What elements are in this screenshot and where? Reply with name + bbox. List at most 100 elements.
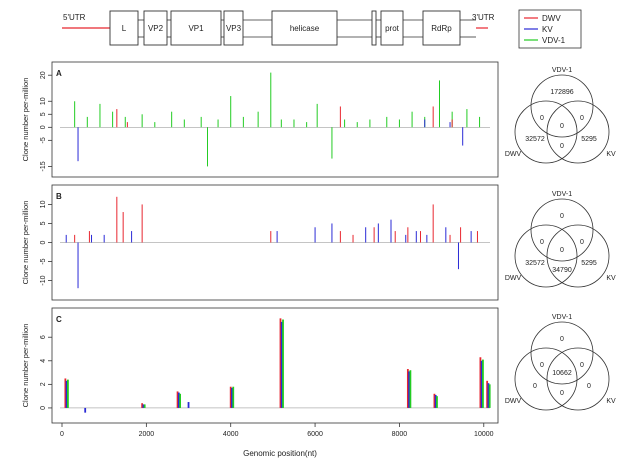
segment-label-RdRp: RdRp — [431, 24, 452, 33]
venn-region-top-left: 0 — [540, 239, 544, 246]
bar-vdv1 — [436, 396, 438, 408]
venn-region-left: 0 — [533, 383, 537, 390]
bar-kv — [280, 321, 283, 408]
venn-diagrams: VDV-1 DWV KV 172896 0 0 0 32572 5295 0 VDV-1 DWV KV 0… — [505, 67, 616, 411]
venn-diagram: VDV-1 DWV KV 172896 0 0 0 32572 5295 0 — [505, 67, 616, 164]
x-tick-label: 2000 — [139, 431, 155, 438]
bar-kv — [177, 392, 180, 408]
venn-region-left: 32572 — [525, 136, 545, 143]
venn-set-label-top: VDV-1 — [552, 67, 572, 74]
segment-label-VP3: VP3 — [226, 24, 242, 33]
bar-dwv — [486, 380, 489, 408]
y-tick-label: 5 — [40, 112, 47, 116]
y-tick-label: 0 — [40, 406, 47, 410]
utr3-label: 3'UTR — [472, 13, 495, 22]
bar-kv — [231, 387, 233, 408]
segment-label-L: L — [122, 24, 127, 33]
x-tick-label: 8000 — [392, 431, 408, 438]
x-tick-label: 4000 — [223, 431, 239, 438]
venn-region-right: 0 — [587, 383, 591, 390]
y-tick-label: -5 — [40, 137, 47, 143]
bar-vdv1 — [67, 379, 69, 408]
venn-set-label-left: DWV — [505, 151, 522, 158]
panel-label: B — [56, 192, 62, 201]
venn-region-top: 172896 — [550, 89, 573, 96]
venn-set-label-right: KV — [606, 398, 616, 405]
venn-region-center: 10662 — [552, 370, 572, 377]
bar-dwv — [229, 386, 232, 408]
bar-kv — [434, 394, 437, 408]
y-tick-label: 2 — [40, 382, 47, 386]
x-tick-label: 0 — [60, 431, 64, 438]
bar-kv — [487, 383, 490, 408]
panel-B: B -10 -5 0 5 10 Clone number per-million — [21, 184, 499, 301]
utr5-label: 5'UTR — [63, 13, 86, 22]
venn-circle — [530, 74, 594, 138]
bar-kv — [187, 402, 190, 408]
venn-circle — [546, 224, 610, 288]
venn-diagram: VDV-1 DWV KV 0 0 0 10662 0 0 0 — [505, 314, 616, 411]
venn-region-top: 0 — [560, 213, 564, 220]
bar-dwv — [176, 391, 179, 408]
venn-set-label-top: VDV-1 — [552, 191, 572, 198]
legend-label-kv: KV — [542, 25, 553, 34]
venn-region-right: 5295 — [581, 260, 597, 267]
panel-label: C — [56, 315, 62, 324]
y-tick-label: -15 — [40, 161, 47, 171]
venn-set-label-top: VDV-1 — [552, 314, 572, 321]
venn-region-top-right: 0 — [580, 115, 584, 122]
bar-vdv1 — [232, 386, 235, 408]
bar-dwv — [64, 378, 67, 408]
venn-circle — [530, 198, 594, 262]
x-tick-label: 10000 — [474, 431, 494, 438]
bar-dwv — [433, 393, 436, 408]
y-axis-label: Clone number per-million — [21, 78, 30, 162]
bar-kv — [84, 407, 87, 413]
bar-dwv — [406, 369, 409, 408]
legend-label-dwv: DWV — [542, 14, 561, 23]
venn-region-bottom: 0 — [560, 143, 564, 150]
segment-label-prot: prot — [385, 24, 400, 33]
panel-label: A — [56, 69, 62, 78]
venn-set-label-right: KV — [606, 151, 616, 158]
venn-set-label-left: DWV — [505, 275, 522, 282]
panel-frame — [51, 307, 499, 424]
legend-label-vdv1: VDV-1 — [542, 36, 566, 45]
venn-region-left: 32572 — [525, 260, 545, 267]
venn-set-label-left: DWV — [505, 398, 522, 405]
segment-label-VP2: VP2 — [148, 24, 164, 33]
venn-circle — [530, 321, 594, 385]
venn-region-center: 0 — [560, 247, 564, 254]
genome-map: 5'UTR 3'UTR L VP2 VP1 VP3 — [62, 10, 495, 46]
y-tick-label: 10 — [40, 200, 47, 208]
y-axis-label: Clone number per-million — [21, 324, 30, 408]
x-axis: 0 2000 4000 6000 8000 10000 — [60, 423, 494, 438]
y-tick-label: 0 — [40, 240, 47, 244]
y-tick-label: 6 — [40, 335, 47, 339]
venn-circle — [514, 100, 578, 164]
y-axis-label: Clone number per-million — [21, 201, 30, 285]
bar-dwv — [141, 403, 144, 408]
venn-region-top-left: 0 — [540, 115, 544, 122]
segment-label-helicase: helicase — [290, 24, 320, 33]
bar-dwv — [279, 318, 282, 408]
x-axis-label: Genomic position(nt) — [243, 449, 317, 458]
venn-region-top: 0 — [560, 336, 564, 343]
bar-vdv1 — [282, 319, 284, 408]
x-tick-label: 6000 — [307, 431, 323, 438]
panel-frame — [51, 61, 499, 178]
venn-region-top-left: 0 — [540, 362, 544, 369]
y-tick-label: 4 — [40, 359, 47, 363]
y-tick-label: 20 — [40, 71, 47, 79]
bar-kv — [142, 404, 145, 408]
bar-vdv1 — [143, 404, 146, 408]
y-tick-label: 5 — [40, 221, 47, 225]
y-tick-label: 0 — [40, 125, 47, 129]
bar-kv — [65, 380, 68, 408]
venn-region-bottom: 34790 — [552, 267, 572, 274]
bar-vdv1 — [488, 384, 491, 408]
panel-A: A -15 -5 0 5 10 20 Clone number per-million — [21, 61, 499, 178]
venn-region-top-right: 0 — [580, 362, 584, 369]
